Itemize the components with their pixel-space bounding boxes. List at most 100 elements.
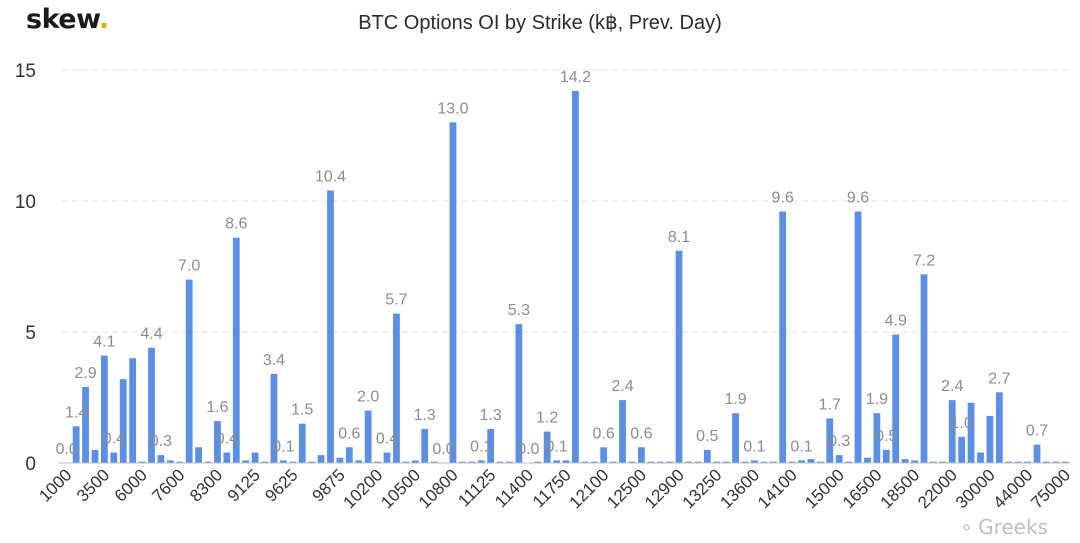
bar [854, 211, 862, 463]
x-tick-label: 13250 [679, 465, 726, 512]
bar [487, 428, 495, 463]
x-tick-label: 12500 [603, 465, 650, 512]
x-tick-label: 6000 [111, 465, 151, 505]
bar [703, 449, 711, 463]
bar [327, 190, 334, 463]
bar [882, 449, 890, 463]
bar [901, 459, 909, 463]
y-axis-ticks: 0 5 10 15 [15, 61, 36, 475]
bar [581, 461, 589, 463]
bar [430, 461, 438, 463]
bar [553, 460, 560, 463]
data-label: 0.1 [470, 438, 492, 455]
bar [195, 447, 202, 463]
bar [506, 461, 513, 463]
bar [835, 455, 843, 463]
bar [732, 413, 739, 463]
bar [816, 461, 824, 463]
bar [666, 461, 674, 463]
bar [308, 461, 316, 463]
bar [911, 460, 918, 463]
bar [383, 452, 391, 463]
bar [129, 358, 137, 463]
bar [449, 122, 457, 464]
data-label: 14.2 [560, 69, 591, 86]
bar [920, 274, 928, 463]
data-label: 1.3 [414, 407, 436, 424]
x-tick-label: 9125 [224, 465, 264, 505]
bar [411, 460, 419, 463]
bar [110, 452, 118, 463]
bar [1043, 461, 1050, 463]
data-label: 9.6 [772, 189, 794, 206]
x-tick-label: 11400 [491, 465, 537, 511]
wechat-icon: ⚬ [959, 518, 975, 539]
y-tick-label: 0 [25, 454, 36, 475]
bar [468, 461, 476, 463]
bar [242, 460, 250, 463]
bar [166, 460, 174, 463]
data-label: 0.3 [828, 433, 850, 450]
bar [72, 426, 80, 463]
data-label: 4.1 [93, 334, 115, 351]
bar [374, 461, 381, 463]
bar [741, 461, 749, 463]
data-label: 1.9 [724, 391, 746, 408]
data-label: 0.6 [338, 425, 360, 442]
bar [1052, 461, 1060, 463]
data-label: 1.0 [951, 415, 973, 432]
x-tick-label: 1000 [35, 465, 75, 505]
bar [477, 460, 485, 463]
bar [713, 461, 721, 463]
bar [214, 421, 221, 463]
bar [675, 250, 683, 463]
bar [788, 461, 796, 463]
y-tick-label: 15 [15, 61, 36, 82]
x-tick-label: 9625 [261, 465, 301, 505]
bar [91, 449, 99, 463]
bar [543, 431, 551, 463]
x-tick-label: 11125 [454, 465, 499, 510]
bar [298, 423, 306, 463]
data-label: 0.0 [432, 441, 454, 458]
bar [345, 447, 353, 463]
bar [289, 461, 297, 463]
bar [769, 461, 777, 463]
bar [1024, 461, 1031, 463]
bars [72, 90, 1069, 464]
bar [892, 334, 900, 463]
data-label: 1.4 [65, 404, 87, 421]
x-tick-label: 10500 [377, 465, 424, 512]
x-tick-label: 12100 [566, 465, 613, 512]
data-label: 7.0 [178, 258, 200, 275]
data-label: 0.1 [272, 438, 294, 455]
bar [1061, 461, 1069, 463]
data-label: 4.9 [885, 313, 907, 330]
watermark-text: Greeks [978, 515, 1048, 539]
x-tick-label: 75000 [1027, 465, 1074, 512]
data-label: 2.4 [611, 378, 633, 395]
bar [393, 313, 400, 463]
bar [930, 461, 937, 463]
bar [317, 455, 325, 463]
data-label: 7.2 [913, 252, 935, 269]
data-label: 0.4 [103, 431, 125, 448]
data-label: 8.1 [668, 229, 690, 246]
data-label: 0.1 [743, 438, 765, 455]
data-label: 0.4 [376, 431, 398, 448]
bar [986, 415, 994, 463]
data-label: 0.6 [593, 425, 615, 442]
bar [609, 461, 617, 463]
data-label: 0.5 [875, 428, 897, 445]
data-label: 1.2 [536, 410, 558, 427]
bar [1005, 461, 1013, 463]
data-label: 0.1 [545, 438, 567, 455]
x-tick-label: 22000 [914, 465, 961, 512]
data-label: 5.7 [385, 292, 407, 309]
bar [779, 211, 787, 463]
data-label: 0.0 [56, 441, 78, 458]
bar [572, 90, 579, 464]
bar [176, 461, 184, 463]
data-label: 2.9 [74, 365, 96, 382]
